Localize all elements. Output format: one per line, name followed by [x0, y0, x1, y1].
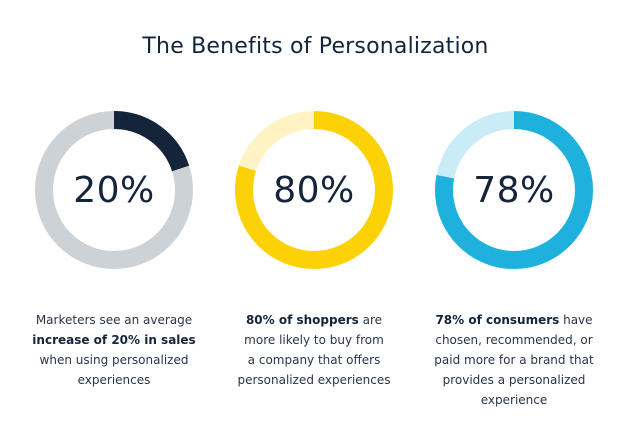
caption-text: a company that offers [247, 353, 381, 367]
caption-text: provides a personalized [442, 373, 586, 387]
donut-arc-3 [435, 111, 593, 269]
caption-highlight: 80% of shoppers [245, 313, 359, 327]
stat-value-3: 78% [473, 169, 555, 211]
caption-line: 80% of shoppers are [219, 310, 409, 330]
caption-line: more likely to buy from [219, 330, 409, 350]
caption-line: personalized experiences [219, 370, 409, 390]
stat-value-2: 80% [273, 169, 355, 211]
donut-arc-1 [35, 111, 193, 269]
caption-highlight: increase of 20% in sales [32, 333, 196, 347]
stat-value-1: 20% [73, 169, 155, 211]
caption-text: Marketers see an average [35, 313, 193, 327]
caption-line: when using personalized [19, 350, 209, 370]
caption-text: are [358, 313, 383, 327]
caption-text: personalized experiences [237, 373, 391, 387]
donut-svg-3 [435, 111, 593, 269]
donut-chart-3: 78% [434, 110, 594, 270]
caption-line: provides a personalized [419, 370, 609, 390]
caption-text: experience [480, 393, 548, 407]
page-title: The Benefits of Personalization [142, 34, 489, 59]
caption-line: experience [419, 390, 609, 410]
caption-text: paid more for a brand that [434, 353, 594, 367]
caption-highlight: 78% of consumers [435, 313, 560, 327]
donut-svg-2 [235, 111, 393, 269]
donut-chart-1: 20% [34, 110, 194, 270]
caption-line: experiences [19, 370, 209, 390]
caption-text: experiences [77, 373, 151, 387]
caption-text: chosen, recommended, or [435, 333, 593, 347]
caption-line: a company that offers [219, 350, 409, 370]
donut-chart-2: 80% [234, 110, 394, 270]
caption-line: 78% of consumers have [419, 310, 609, 330]
caption-text: when using personalized [39, 353, 189, 367]
caption-line: increase of 20% in sales [19, 330, 209, 350]
caption-text: more likely to buy from [244, 333, 384, 347]
donut-svg-1 [35, 111, 193, 269]
stat-caption-3: 78% of consumers have chosen, recommended… [419, 310, 609, 410]
caption-line: Marketers see an average [19, 310, 209, 330]
caption-line: paid more for a brand that [419, 350, 609, 370]
stat-caption-2: 80% of shoppers are more likely to buy fr… [219, 310, 409, 390]
caption-line: chosen, recommended, or [419, 330, 609, 350]
stat-caption-1: Marketers see an average increase of 20% … [19, 310, 209, 390]
caption-text: have [559, 313, 593, 327]
donut-arc-2 [235, 111, 393, 269]
